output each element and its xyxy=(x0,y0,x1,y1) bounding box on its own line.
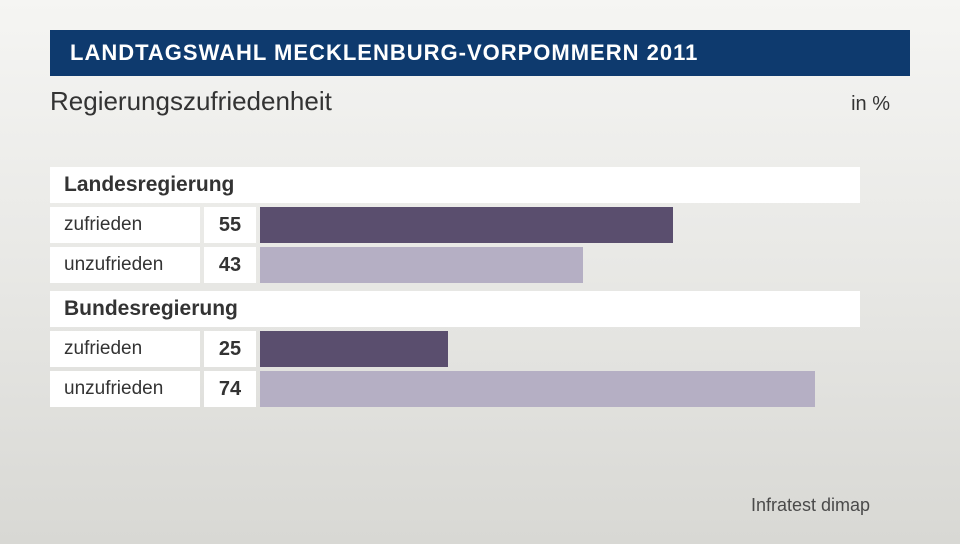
bar-track xyxy=(260,371,860,407)
header-bar: LANDTAGSWAHL MECKLENBURG-VORPOMMERN 2011 xyxy=(50,30,910,76)
bar-fill xyxy=(260,331,448,367)
bar-label: zufrieden xyxy=(50,331,200,367)
bar-fill xyxy=(260,247,583,283)
section-header: Landesregierung xyxy=(50,167,860,203)
bar-label: unzufrieden xyxy=(50,371,200,407)
bar-row: unzufrieden 43 xyxy=(50,247,860,283)
bar-track xyxy=(260,207,860,243)
chart-subtitle: Regierungszufriedenheit xyxy=(50,86,332,117)
bar-label: unzufrieden xyxy=(50,247,200,283)
unit-label: in % xyxy=(851,93,890,116)
bar-track xyxy=(260,247,860,283)
bar-track xyxy=(260,331,860,367)
bar-label: zufrieden xyxy=(50,207,200,243)
bar-fill xyxy=(260,207,673,243)
bar-row: zufrieden 25 xyxy=(50,331,860,367)
bar-row: unzufrieden 74 xyxy=(50,371,860,407)
bar-value: 25 xyxy=(204,331,256,367)
bar-value: 43 xyxy=(204,247,256,283)
bar-fill xyxy=(260,371,815,407)
chart-container: LANDTAGSWAHL MECKLENBURG-VORPOMMERN 2011… xyxy=(0,0,960,407)
chart-area: Landesregierung zufrieden 55 unzufrieden… xyxy=(50,147,910,407)
source-label: Infratest dimap xyxy=(751,495,870,516)
page-title: LANDTAGSWAHL MECKLENBURG-VORPOMMERN 2011 xyxy=(70,40,890,66)
bar-row: zufrieden 55 xyxy=(50,207,860,243)
bar-value: 74 xyxy=(204,371,256,407)
section-header: Bundesregierung xyxy=(50,291,860,327)
bar-value: 55 xyxy=(204,207,256,243)
subtitle-row: Regierungszufriedenheit in % xyxy=(50,78,910,147)
